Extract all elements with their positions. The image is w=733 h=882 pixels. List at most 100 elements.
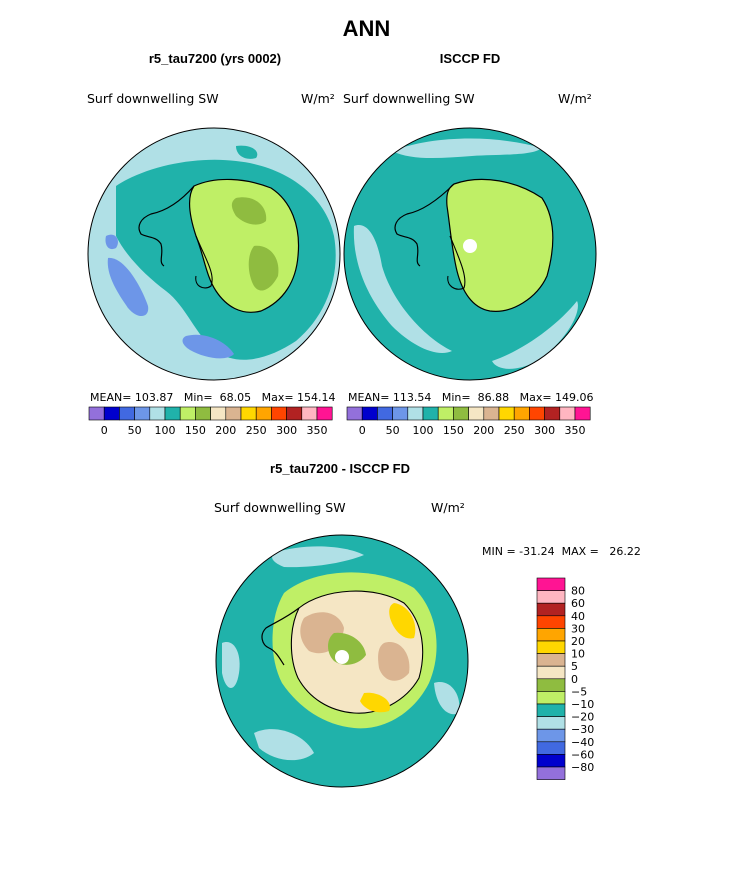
colorbar-swatch xyxy=(422,406,439,421)
colorbar-swatch xyxy=(544,406,561,421)
colorbar-tick-label: 30 xyxy=(571,622,585,635)
colorbar-swatch xyxy=(88,406,105,421)
colorbar-swatch xyxy=(483,406,500,421)
colorbar-swatch xyxy=(574,406,591,421)
colorbar-swatch xyxy=(536,754,566,768)
colorbar-swatch xyxy=(453,406,469,421)
diff-panel-title: r5_tau7200 - ISCCP FD xyxy=(270,461,410,476)
colorbar-tick-label: −60 xyxy=(571,748,594,761)
diff-variable-label: Surf downwelling SW xyxy=(214,500,346,515)
ocean-dark-patch xyxy=(236,145,258,159)
colorbar-swatch xyxy=(536,728,566,743)
colorbar-swatch xyxy=(392,406,409,421)
colorbar-tick-label: −80 xyxy=(571,761,594,774)
colorbar-tick-label: 100 xyxy=(155,424,176,437)
colorbar-swatch xyxy=(286,406,303,421)
colorbar-swatch xyxy=(529,406,545,421)
colorbar-swatch xyxy=(536,615,566,629)
coastline-peninsula xyxy=(138,185,195,267)
colorbar-tick-label: 150 xyxy=(443,424,464,437)
colorbar-swatch xyxy=(271,406,287,421)
colorbar-swatch xyxy=(498,406,515,421)
colorbar-tick-label: 0 xyxy=(101,424,108,437)
map-difference xyxy=(215,534,469,788)
antarctica-dark-region-east xyxy=(231,197,267,225)
colorbar-swatch xyxy=(468,406,485,421)
colorbar-swatch xyxy=(240,406,257,421)
colorbar-tick-label: −5 xyxy=(571,685,587,698)
diff-pole-hole xyxy=(335,650,349,664)
map-border xyxy=(87,127,341,381)
colorbar-swatch xyxy=(536,766,566,780)
diff-stats: MIN = -31.24 MAX = 26.22 xyxy=(482,545,641,558)
colorbar-swatch xyxy=(536,665,566,680)
ocean-light-band-west xyxy=(353,225,452,354)
diff-units-label: W/m² xyxy=(431,500,465,515)
colorbar-swatch xyxy=(536,653,566,667)
diff-yellow-area-south xyxy=(360,692,390,713)
pole-hole xyxy=(463,239,477,253)
stats-model: MEAN= 103.87 Min= 68.05 Max= 154.14 xyxy=(90,391,336,404)
antarctica-dark-region-west xyxy=(248,245,279,291)
colorbar-tick-label: 80 xyxy=(571,585,585,598)
colorbar-tick-label: 5 xyxy=(571,660,578,673)
variable-label-model: Surf downwelling SW xyxy=(87,91,219,106)
low-sw-patch-west xyxy=(105,234,118,250)
colorbar-tick-label: 350 xyxy=(565,424,586,437)
colorbar-swatch xyxy=(195,406,211,421)
low-sw-patch-southwest xyxy=(107,257,149,317)
colorbar-tick-label: −40 xyxy=(571,736,594,749)
diff-yellow-area-east xyxy=(389,603,416,639)
colorbar-tick-label: 50 xyxy=(128,424,142,437)
colorbar-tick-label: −10 xyxy=(571,698,594,711)
diff-light-patch-west xyxy=(222,642,240,688)
colorbar-swatch xyxy=(536,590,566,604)
colorbar-swatch xyxy=(536,628,566,642)
diff-tan-area-east xyxy=(378,642,410,681)
colorbar-model: 0 50 100 150 200 250 300 350 xyxy=(88,406,333,437)
colorbar-swatch xyxy=(301,406,318,421)
diff-light-patch-east xyxy=(434,682,460,715)
colorbar-swatch xyxy=(407,406,424,421)
panel-title-obs: ISCCP FD xyxy=(439,51,501,66)
colorbar-swatch xyxy=(536,577,566,591)
units-label-model: W/m² xyxy=(301,91,335,106)
colorbar-swatch xyxy=(559,406,576,421)
colorbar-swatch xyxy=(536,716,566,730)
colorbar-tick-label: 250 xyxy=(504,424,525,437)
coastline-ice-shelf xyxy=(195,235,213,289)
colorbar-swatch xyxy=(179,406,196,421)
figure-title: ANN xyxy=(342,16,391,41)
colorbar-tick-label: 0 xyxy=(571,673,578,686)
colorbar-swatch xyxy=(225,406,242,421)
colorbar-swatch xyxy=(536,741,566,755)
colorbar-tick-label: 300 xyxy=(534,424,555,437)
colorbar-obs: 0 50 100 150 200 250 300 350 xyxy=(346,406,591,437)
colorbar-swatch xyxy=(536,691,566,705)
colorbar-swatch xyxy=(119,406,135,421)
colorbar-swatch xyxy=(536,602,566,617)
colorbar-tick-label: 350 xyxy=(307,424,328,437)
panel-title-model: r5_tau7200 (yrs 0002) xyxy=(148,51,282,66)
colorbar-swatch xyxy=(513,406,530,421)
variable-label-obs: Surf downwelling SW xyxy=(343,91,475,106)
colorbar-tick-label: 200 xyxy=(215,424,236,437)
diff-coastline-peninsula xyxy=(261,607,300,666)
ocean-light-band-south xyxy=(492,301,578,369)
colorbar-tick-label: −20 xyxy=(571,711,594,724)
coastline-ice-shelf xyxy=(447,235,466,290)
colorbar-tick-label: 150 xyxy=(185,424,206,437)
colorbar-tick-label: 20 xyxy=(571,635,585,648)
colorbar-tick-label: 50 xyxy=(386,424,400,437)
colorbar-tick-label: 300 xyxy=(276,424,297,437)
coastline-peninsula xyxy=(394,183,455,267)
map-obs xyxy=(343,127,597,381)
colorbar-swatch xyxy=(255,406,272,421)
colorbar-tick-label: 60 xyxy=(571,597,585,610)
colorbar-tick-label: 250 xyxy=(246,424,267,437)
low-sw-patch-south xyxy=(182,334,234,359)
diff-light-patch-north xyxy=(272,546,364,568)
map-border xyxy=(215,534,469,788)
colorbar-swatch xyxy=(361,406,378,421)
